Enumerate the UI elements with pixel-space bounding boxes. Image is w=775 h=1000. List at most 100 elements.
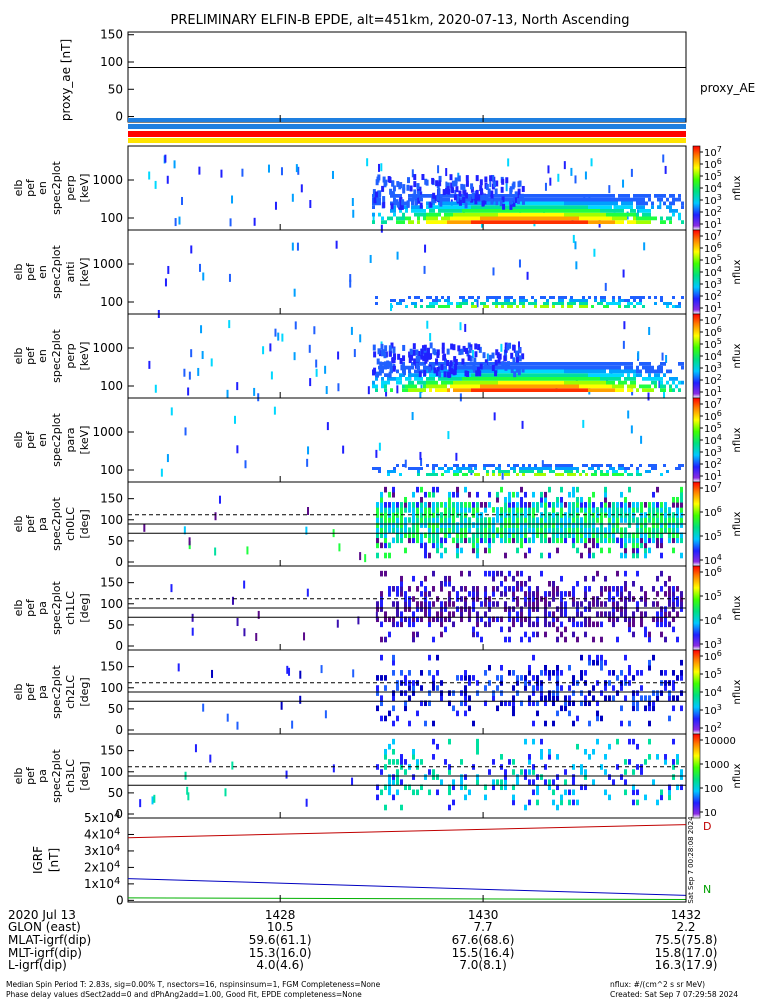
pa-pixel xyxy=(460,532,463,539)
spec-pixel xyxy=(483,467,486,470)
spec-pixel xyxy=(444,209,447,213)
pa-pixel xyxy=(512,799,515,806)
spec-pixel xyxy=(413,174,417,181)
spec-pixel xyxy=(456,377,459,381)
pa-pixel xyxy=(512,670,515,676)
spec-pixel xyxy=(498,209,501,213)
spec-pixel xyxy=(678,305,681,308)
pa-pixel xyxy=(584,695,587,701)
pa-pixel xyxy=(420,670,423,676)
pa-pixel xyxy=(424,700,427,707)
spec-pixel xyxy=(570,473,573,476)
spec-pixel xyxy=(253,387,256,396)
spec-pixel xyxy=(597,384,600,389)
spec-pixel xyxy=(672,197,675,202)
spec-pixel xyxy=(582,365,585,370)
spec-pixel xyxy=(567,362,570,366)
spec-pixel xyxy=(585,220,588,224)
spec-pixel xyxy=(507,201,510,206)
spec-pixel xyxy=(558,220,561,224)
spec-pixel xyxy=(411,412,414,421)
spec-pixel xyxy=(594,388,597,392)
pa-pixel xyxy=(255,632,258,641)
spec-pixel xyxy=(612,212,615,217)
spec-pixel xyxy=(378,442,381,451)
pa-pixel xyxy=(380,695,383,701)
spec-pixel xyxy=(555,467,558,470)
pa-pixel xyxy=(231,761,234,770)
pa-pixel xyxy=(636,522,639,528)
spec-pixel xyxy=(447,216,450,221)
spec-pixel xyxy=(300,184,303,193)
spec-pixel xyxy=(388,371,392,378)
spec-pixel xyxy=(510,216,513,221)
pa-pixel xyxy=(664,616,667,623)
pa-pixel xyxy=(436,654,439,661)
spec-pixel xyxy=(444,194,447,198)
spec-pixel xyxy=(420,362,423,366)
pa-pixel xyxy=(624,759,627,765)
spec-pixel xyxy=(612,388,615,392)
spec-pixel xyxy=(474,220,477,224)
spec-pixel xyxy=(387,473,390,476)
pa-pixel xyxy=(552,507,555,513)
spec-pixel xyxy=(507,369,510,374)
pa-pixel xyxy=(500,517,503,523)
spec-pixel xyxy=(531,365,534,370)
pa-pixel xyxy=(664,621,667,628)
pa-pixel xyxy=(400,575,403,582)
spec-pixel xyxy=(618,464,621,467)
y-tick-label: 100 xyxy=(100,765,123,779)
spec-pixel xyxy=(377,348,381,355)
spec-pixel xyxy=(465,197,468,202)
spec-pixel xyxy=(642,362,645,366)
pa-pixel xyxy=(548,502,551,508)
spec-pixel xyxy=(597,216,600,221)
spec-pixel xyxy=(594,197,597,202)
spec-pixel xyxy=(570,167,573,176)
pa-pixel xyxy=(432,601,435,607)
spec-pixel xyxy=(546,380,549,385)
elb_pef_pa_spec2plot_ch3LC-ylabel-4: ch3LC xyxy=(64,759,77,793)
y-tick-label: 50 xyxy=(108,534,123,548)
spec-pixel xyxy=(579,212,582,217)
spec-pixel xyxy=(630,380,633,385)
pa-pixel xyxy=(400,754,403,760)
spec-pixel xyxy=(603,194,606,198)
spec-pixel xyxy=(618,212,621,217)
pa-pixel xyxy=(536,507,539,513)
xaxis-row-value: 75.5(75.8) xyxy=(655,933,718,947)
spec-pixel xyxy=(453,220,456,224)
pa-pixel xyxy=(380,591,383,597)
pa-pixel xyxy=(384,512,387,518)
pa-pixel xyxy=(596,527,599,533)
pa-pixel xyxy=(496,570,499,577)
xaxis-row-value: 1430 xyxy=(468,908,499,922)
spec-pixel xyxy=(588,212,591,217)
spec-pixel xyxy=(525,209,528,213)
spec-pixel xyxy=(603,299,606,302)
y-tick-label: 0 xyxy=(115,807,123,821)
spec-pixel xyxy=(390,388,393,392)
spec-pixel xyxy=(555,365,558,370)
pa-pixel xyxy=(668,789,671,796)
pa-pixel xyxy=(472,522,475,528)
spec-pixel xyxy=(501,380,504,385)
spec-pixel xyxy=(630,212,633,217)
spec-pixel xyxy=(648,326,651,335)
spec-pixel xyxy=(309,200,312,209)
pa-pixel xyxy=(596,542,599,549)
spec-pixel xyxy=(522,220,525,224)
spec-pixel xyxy=(516,388,519,392)
pa-pixel xyxy=(400,537,403,544)
spec-pixel xyxy=(567,464,570,467)
spec-pixel xyxy=(498,362,501,366)
spec-pixel xyxy=(561,464,564,467)
spec-pixel xyxy=(627,194,630,198)
pa-pixel xyxy=(472,601,475,607)
pa-pixel xyxy=(388,631,391,638)
spec-pixel xyxy=(480,373,483,377)
pa-pixel xyxy=(512,705,515,712)
y-tick-label: 1x104 xyxy=(84,876,120,891)
pa-pixel xyxy=(628,532,631,539)
